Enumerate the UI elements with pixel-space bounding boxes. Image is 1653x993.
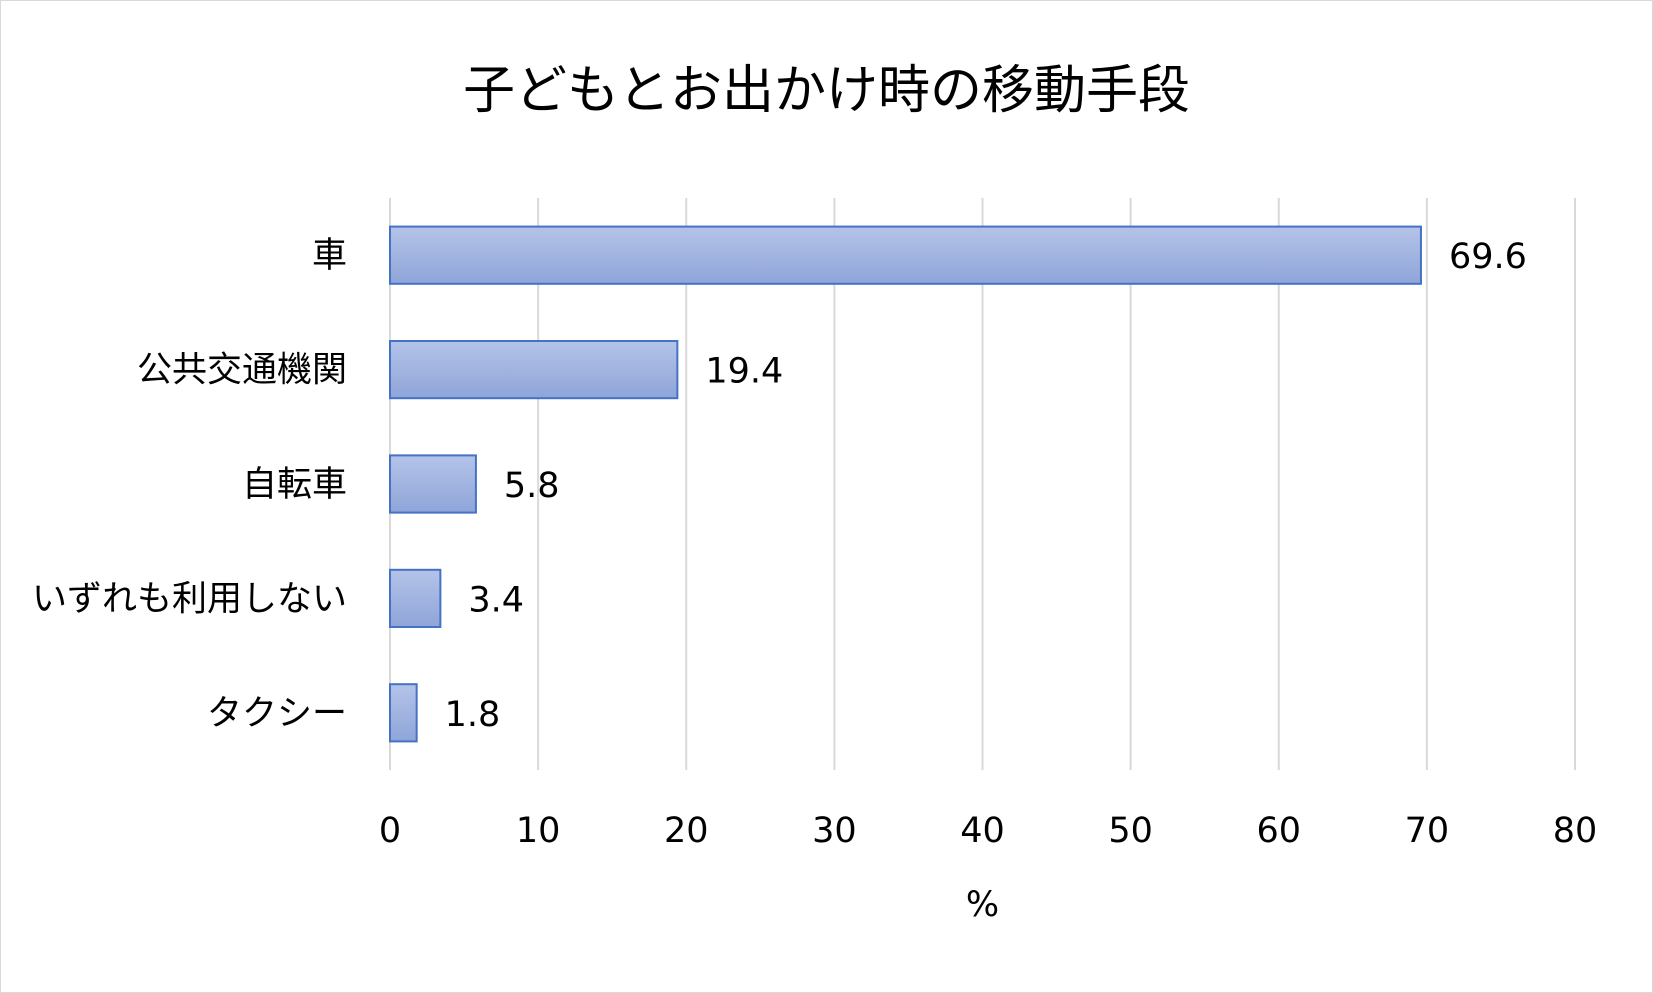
data-labels: 69.6 19.4 5.8 3.4 1.8 [445, 237, 1527, 735]
bar [389, 568, 442, 628]
chart-title: 子どもとお出かけ時の移動手段 [463, 61, 1190, 121]
category-label: 自転車 [242, 465, 347, 505]
x-tick-label: 60 [1256, 811, 1301, 851]
category-label: いずれも利用しない [32, 579, 347, 619]
x-tick-label: 10 [516, 811, 561, 851]
data-label: 5.8 [504, 466, 560, 506]
bar [389, 225, 1422, 285]
category-label: タクシー [207, 694, 347, 734]
x-tick-label: 0 [379, 811, 401, 851]
x-tick-label: 40 [960, 811, 1005, 851]
x-tick-label: 50 [1108, 811, 1153, 851]
bar [389, 454, 477, 514]
x-axis-title: % [966, 885, 999, 925]
data-label: 19.4 [705, 352, 783, 392]
gridlines [389, 198, 1576, 770]
data-label: 3.4 [468, 580, 524, 620]
data-label: 69.6 [1449, 237, 1527, 277]
x-tick-labels: 0 10 20 30 40 50 60 70 80 [379, 811, 1597, 851]
x-tick-label: 30 [812, 811, 857, 851]
bar [389, 683, 418, 743]
bar [389, 340, 679, 400]
data-label: 1.8 [445, 695, 501, 735]
x-tick-label: 70 [1405, 811, 1450, 851]
x-tick-label: 20 [664, 811, 709, 851]
bars [389, 225, 1422, 743]
category-label: 車 [312, 236, 347, 276]
x-tick-label: 80 [1553, 811, 1598, 851]
category-label: 公共交通機関 [137, 351, 347, 391]
